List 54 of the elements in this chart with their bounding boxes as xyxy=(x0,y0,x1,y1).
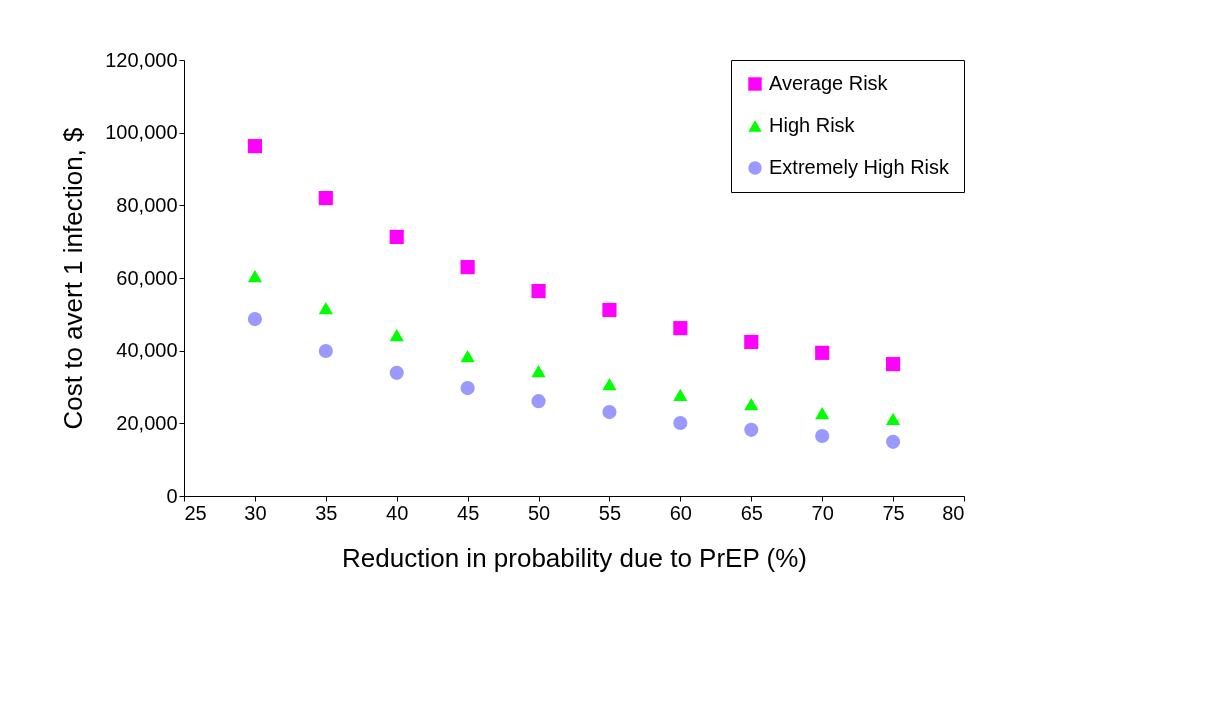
point xyxy=(673,321,688,336)
point xyxy=(389,328,404,342)
point xyxy=(460,381,475,396)
point xyxy=(673,415,688,431)
y-tick-label: 80,000 xyxy=(116,193,178,216)
point xyxy=(744,397,759,411)
y-tick-label: 20,000 xyxy=(116,411,178,434)
legend-label: Average Risk xyxy=(769,72,889,94)
x-tick-label: 55 xyxy=(598,501,622,524)
point xyxy=(318,302,333,315)
point xyxy=(460,260,475,275)
y-tick-label: 100,000 xyxy=(105,121,178,144)
point xyxy=(744,334,759,350)
point xyxy=(886,412,901,426)
point xyxy=(531,394,546,409)
point xyxy=(602,405,617,420)
x-tick-label: 40 xyxy=(386,501,409,524)
y-tick-label: 60,000 xyxy=(116,266,178,289)
legend-label: High Risk xyxy=(769,114,856,136)
point xyxy=(602,302,617,318)
x-tick-label: 35 xyxy=(315,501,338,524)
y-tick-label: 120,000 xyxy=(105,48,178,71)
point xyxy=(602,377,617,391)
y-axis-title: Cost to avert 1 infection, $ xyxy=(58,126,89,430)
point xyxy=(318,191,333,206)
x-tick-label: 80 xyxy=(942,501,965,524)
point xyxy=(744,422,759,437)
point xyxy=(673,388,688,402)
x-tick-label: 70 xyxy=(811,501,834,524)
x-tick-label: 45 xyxy=(457,501,480,524)
point xyxy=(531,284,546,299)
point xyxy=(247,139,262,154)
point xyxy=(815,428,830,444)
x-tick-label: 75 xyxy=(882,501,905,524)
legend-label: Extremely High Risk xyxy=(769,156,951,178)
point xyxy=(247,270,262,283)
x-tick-label: 60 xyxy=(669,501,692,524)
x-tick-label: 50 xyxy=(527,501,551,524)
point xyxy=(886,434,901,449)
point xyxy=(389,365,404,380)
x-tick-label: 65 xyxy=(740,501,763,524)
point xyxy=(886,357,901,372)
point xyxy=(389,229,404,245)
x-tick-label: 30 xyxy=(244,501,267,524)
y-tick-label: 40,000 xyxy=(116,339,178,362)
y-tick-label: 0 xyxy=(166,484,178,507)
point xyxy=(318,343,333,359)
point xyxy=(247,312,262,327)
point xyxy=(460,349,475,363)
x-tick-label: 25 xyxy=(184,501,207,524)
point xyxy=(815,407,830,420)
x-axis-title: Reduction in probability due to PrEP (%) xyxy=(342,542,807,573)
point xyxy=(531,364,546,378)
point xyxy=(815,345,830,360)
